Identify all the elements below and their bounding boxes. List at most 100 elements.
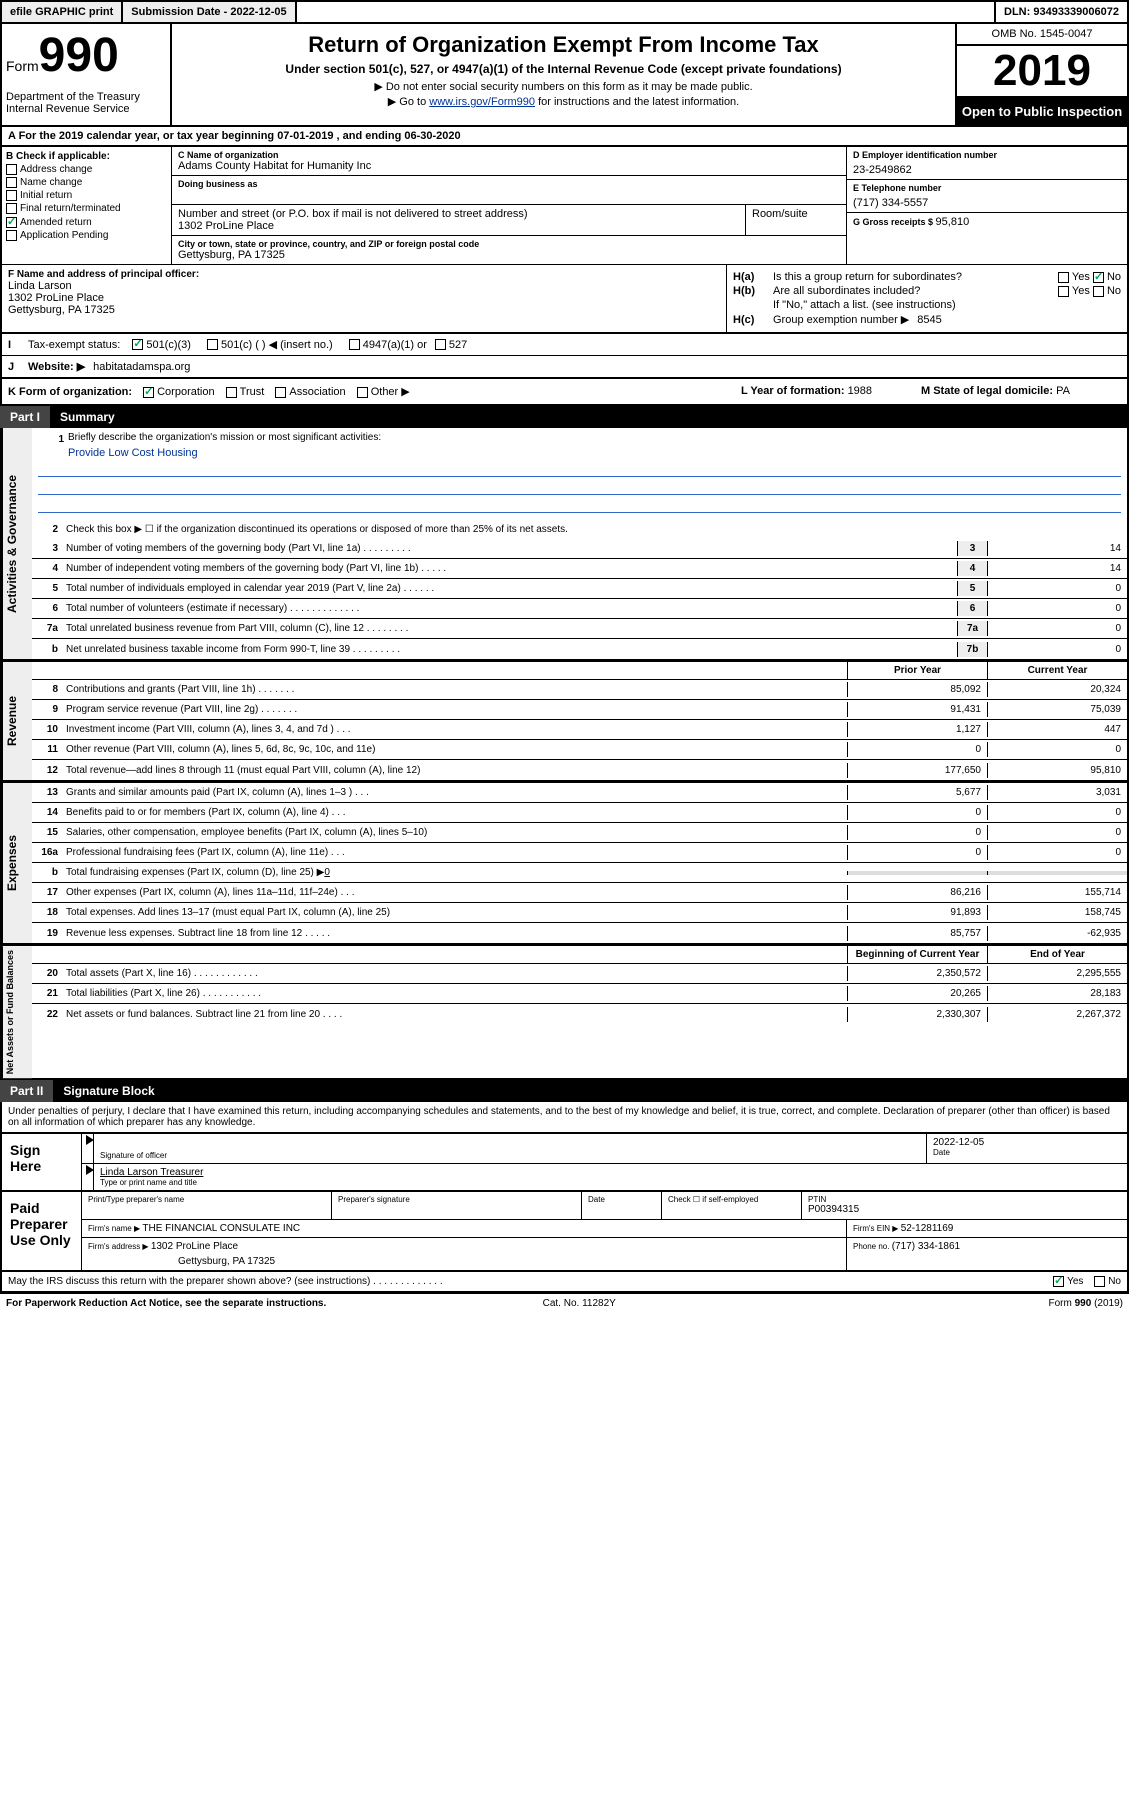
sig-name-cell: Linda Larson Treasurer Type or print nam… <box>94 1164 1127 1190</box>
room-label: Room/suite <box>752 208 840 220</box>
l1-text: Briefly describe the organization's miss… <box>68 432 381 447</box>
org-name: Adams County Habitat for Humanity Inc <box>178 160 840 172</box>
h-c-row: H(c) Group exemption number ▶ 8545 <box>733 313 1121 326</box>
na-header: Beginning of Current Year End of Year <box>32 946 1127 964</box>
chk-trust[interactable] <box>226 387 237 398</box>
hc-label: H(c) <box>733 314 773 326</box>
chk-discuss-yes[interactable] <box>1053 1276 1064 1287</box>
tax-status-row: I Tax-exempt status: 501(c)(3) 501(c) ( … <box>2 334 1127 356</box>
chk-name-change[interactable]: Name change <box>6 177 167 188</box>
l7a-text: Total unrelated business revenue from Pa… <box>62 621 957 636</box>
prep-date-cell: Date <box>582 1192 662 1219</box>
prep-sig-label: Preparer's signature <box>338 1195 575 1204</box>
chk-527[interactable] <box>435 339 446 350</box>
form-label: Form <box>6 58 39 74</box>
line-10: 10Investment income (Part VIII, column (… <box>32 720 1127 740</box>
omb-number: OMB No. 1545-0047 <box>957 24 1127 46</box>
discuss-row: May the IRS discuss this return with the… <box>0 1272 1129 1293</box>
line-11: 11Other revenue (Part VIII, column (A), … <box>32 740 1127 760</box>
l4-text: Number of independent voting members of … <box>62 561 957 576</box>
hb-text: Are all subordinates included? <box>773 285 920 297</box>
l5-text: Total number of individuals employed in … <box>62 581 957 596</box>
mission-rule <box>38 497 1121 513</box>
l2-text: Check this box ▶ ☐ if the organization d… <box>62 522 1127 537</box>
note2-post: for instructions and the latest informat… <box>535 96 739 108</box>
line-20: 20Total assets (Part X, line 16) . . . .… <box>32 964 1127 984</box>
paid-preparer-block: Paid Preparer Use Only Print/Type prepar… <box>0 1192 1129 1272</box>
discuss-yn: Yes No <box>1053 1276 1121 1287</box>
officer-label: F Name and address of principal officer: <box>8 269 720 280</box>
street-value: 1302 ProLine Place <box>178 220 739 232</box>
chk-initial-return[interactable]: Initial return <box>6 190 167 201</box>
sign-here-label: Sign Here <box>2 1134 82 1190</box>
chk-corp[interactable] <box>143 387 154 398</box>
sig-name-label: Type or print name and title <box>100 1178 1121 1187</box>
note2-pre: ▶ Go to <box>388 96 429 108</box>
footer-mid: Cat. No. 11282Y <box>543 1298 616 1309</box>
chk-address-change[interactable]: Address change <box>6 164 167 175</box>
chk-501c[interactable] <box>207 339 218 350</box>
i-label: I <box>8 339 28 351</box>
officer-name: Linda Larson <box>8 280 720 292</box>
chk-final-return[interactable]: Final return/terminated <box>6 203 167 214</box>
form-990-page: efile GRAPHIC print Submission Date - 20… <box>0 0 1129 1313</box>
dln-value: 93493339006072 <box>1033 6 1119 18</box>
part2-title: Signature Block <box>53 1080 164 1102</box>
chk-other[interactable] <box>357 387 368 398</box>
open-inspection: Open to Public Inspection <box>957 98 1127 125</box>
line-22: 22Net assets or fund balances. Subtract … <box>32 1004 1127 1024</box>
chk-501c3[interactable] <box>132 339 143 350</box>
department: Department of the Treasury Internal Reve… <box>6 91 166 115</box>
street-label: Number and street (or P.O. box if mail i… <box>178 208 739 220</box>
address-row: Number and street (or P.O. box if mail i… <box>172 205 846 236</box>
chk-app-pending[interactable]: Application Pending <box>6 230 167 241</box>
firm-ein-cell: Firm's EIN ▶ 52-1281169 <box>847 1220 1127 1237</box>
line-14: 14Benefits paid to or for members (Part … <box>32 803 1127 823</box>
tab-net-assets: Net Assets or Fund Balances <box>2 946 32 1078</box>
header-right: OMB No. 1545-0047 2019 Open to Public In… <box>957 24 1127 125</box>
line-7b: b Net unrelated business taxable income … <box>32 639 1127 659</box>
hdr-current: Current Year <box>987 662 1127 679</box>
l7b-text: Net unrelated business taxable income fr… <box>62 642 957 657</box>
sig-name-row: Linda Larson Treasurer Type or print nam… <box>82 1164 1127 1190</box>
rev-header: Prior Year Current Year <box>32 662 1127 680</box>
col-de: D Employer identification number 23-2549… <box>847 147 1127 264</box>
prep-sig-cell: Preparer's signature <box>332 1192 582 1219</box>
chk-4947[interactable] <box>349 339 360 350</box>
form990-link[interactable]: www.irs.gov/Form990 <box>429 96 535 108</box>
m-state: M State of legal domicile: PA <box>921 385 1121 398</box>
row-a-tax-year: A For the 2019 calendar year, or tax yea… <box>0 127 1129 147</box>
efile-print-button[interactable]: efile GRAPHIC print <box>2 2 123 22</box>
ptin-value: P00394315 <box>808 1204 1121 1215</box>
website-label: Website: ▶ <box>28 360 85 373</box>
prep-name-cell: Print/Type preparer's name <box>82 1192 332 1219</box>
section-klm: K Form of organization: Corporation Trus… <box>0 379 1129 406</box>
prep-chk-cell: Check ☐ if self-employed <box>662 1192 802 1219</box>
arrow-icon <box>86 1165 94 1175</box>
line-8: 8Contributions and grants (Part VIII, li… <box>32 680 1127 700</box>
footer-left: For Paperwork Reduction Act Notice, see … <box>6 1298 326 1309</box>
section-bcd: B Check if applicable: Address change Na… <box>0 147 1129 264</box>
sig-officer-cell: Signature of officer <box>94 1134 927 1163</box>
col-f-officer: F Name and address of principal officer:… <box>2 265 727 332</box>
dln-label: DLN: <box>1004 6 1033 18</box>
line-17: 17Other expenses (Part IX, column (A), l… <box>32 883 1127 903</box>
tab-revenue: Revenue <box>2 662 32 780</box>
l-year: L Year of formation: 1988 <box>741 385 921 398</box>
hc-text: Group exemption number ▶ <box>773 313 909 326</box>
rev-content: Prior Year Current Year 8Contributions a… <box>32 662 1127 780</box>
line-2: 2 Check this box ▶ ☐ if the organization… <box>32 519 1127 539</box>
chk-amended-return[interactable]: Amended return <box>6 217 167 228</box>
chk-assoc[interactable] <box>275 387 286 398</box>
col-h: H(a) Is this a group return for subordin… <box>727 265 1127 332</box>
line-3: 3 Number of voting members of the govern… <box>32 539 1127 559</box>
line-16b: bTotal fundraising expenses (Part IX, co… <box>32 863 1127 883</box>
chk-discuss-no[interactable] <box>1094 1276 1105 1287</box>
line-6: 6 Total number of volunteers (estimate i… <box>32 599 1127 619</box>
form-header: Form990 Department of the Treasury Inter… <box>0 24 1129 127</box>
sig-date-label: Date <box>933 1148 1121 1157</box>
officer-addr1: 1302 ProLine Place <box>8 292 720 304</box>
hdr-end: End of Year <box>987 946 1127 963</box>
line-16a: 16aProfessional fundraising fees (Part I… <box>32 843 1127 863</box>
line-15: 15Salaries, other compensation, employee… <box>32 823 1127 843</box>
